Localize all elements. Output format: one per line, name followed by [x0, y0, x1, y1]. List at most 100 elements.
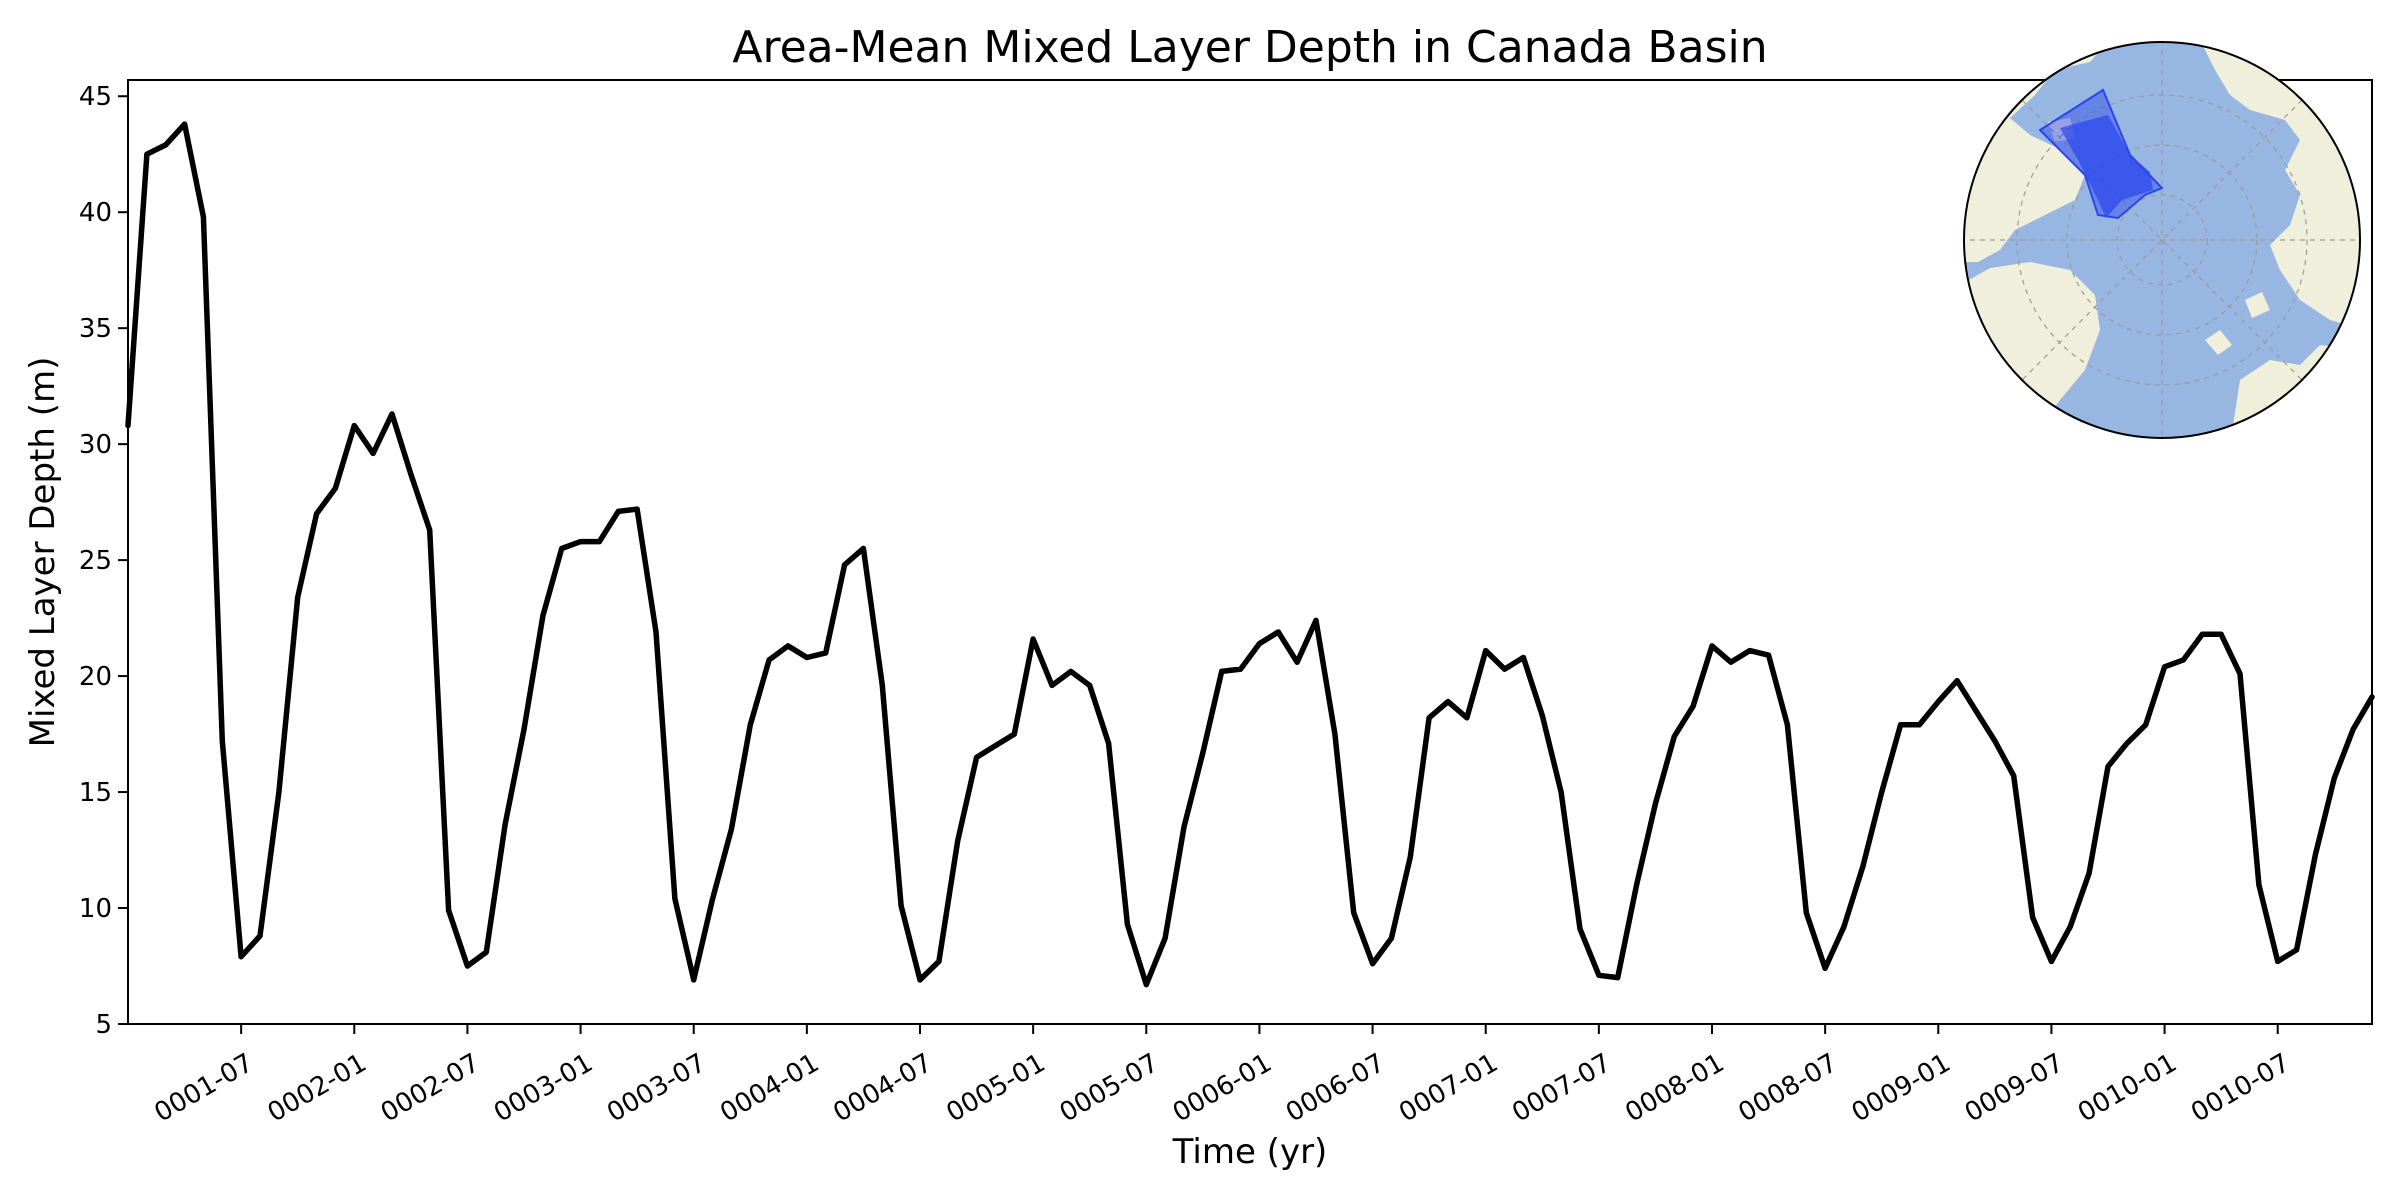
- data-point: [219, 738, 225, 744]
- data-point: [2256, 882, 2262, 888]
- data-point: [1238, 666, 1244, 672]
- series-line: [125, 121, 2375, 988]
- x-axis-label: Time (yr): [1172, 1132, 1328, 1172]
- data-point: [955, 838, 961, 844]
- data-point: [710, 896, 716, 902]
- data-point: [125, 423, 131, 429]
- data-point: [1143, 982, 1149, 988]
- data-point: [1709, 643, 1715, 649]
- data-point: [1596, 972, 1602, 978]
- data-point: [464, 963, 470, 969]
- y-tick-label: 5: [95, 1010, 112, 1040]
- data-point: [1879, 789, 1885, 795]
- data-point: [1388, 935, 1394, 941]
- data-point: [2237, 671, 2243, 677]
- data-point: [1219, 668, 1225, 675]
- data-point: [596, 539, 603, 545]
- data-point: [2350, 726, 2356, 733]
- data-point: [182, 121, 188, 127]
- data-point: [1445, 699, 1451, 705]
- data-point: [2124, 740, 2130, 747]
- data-point: [2048, 958, 2054, 965]
- x-tick-label: 0004-07: [828, 1048, 937, 1128]
- data-point: [351, 423, 357, 429]
- x-tick-label: 0008-01: [1620, 1048, 1729, 1128]
- data-point: [879, 682, 885, 689]
- y-tick-label: 45: [79, 82, 112, 112]
- x-tick-label: 0009-07: [1960, 1048, 2069, 1128]
- data-point: [992, 743, 999, 749]
- data-point: [2199, 631, 2205, 637]
- data-point: [427, 527, 433, 533]
- data-point: [672, 896, 678, 902]
- data-point: [936, 958, 942, 965]
- data-point: [257, 933, 263, 939]
- data-point: [521, 726, 527, 733]
- x-tick-label: 0005-07: [1055, 1048, 1164, 1128]
- data-point: [1973, 708, 1979, 714]
- data-point: [1030, 636, 1036, 642]
- data-point: [1068, 668, 1074, 675]
- data-point: [1370, 961, 1376, 967]
- data-point: [1615, 975, 1621, 981]
- data-point: [1992, 738, 1998, 744]
- data-point: [578, 539, 584, 545]
- data-point: [1935, 699, 1941, 705]
- data-point: [860, 545, 867, 552]
- data-point: [974, 754, 980, 760]
- x-tick-label: 0005-01: [942, 1048, 1051, 1128]
- y-tick-label: 35: [79, 314, 112, 344]
- data-point: [2105, 763, 2111, 770]
- map-gridlines: [1964, 42, 2360, 438]
- data-point: [163, 142, 169, 148]
- data-point: [785, 643, 791, 649]
- data-point: [1087, 682, 1093, 689]
- x-tick-label: 0006-01: [1168, 1048, 1277, 1128]
- data-point: [804, 654, 810, 661]
- data-point: [1671, 733, 1677, 740]
- data-point: [823, 650, 829, 656]
- data-point: [1747, 648, 1753, 654]
- y-tick-label: 15: [79, 778, 112, 808]
- data-point: [483, 949, 489, 955]
- data-point: [408, 471, 414, 477]
- data-point: [1916, 722, 1922, 728]
- data-point: [1313, 617, 1319, 624]
- data-point: [615, 508, 621, 514]
- data-point: [2312, 852, 2318, 858]
- data-point: [1294, 659, 1300, 665]
- data-point: [653, 629, 659, 635]
- data-point: [276, 789, 282, 795]
- map-border: [1963, 41, 2361, 439]
- data-point: [1690, 703, 1696, 709]
- data-point: [1766, 652, 1772, 658]
- data-point: [917, 977, 923, 983]
- data-point: [144, 151, 150, 157]
- data-point: [1464, 715, 1470, 721]
- x-tick-label: 0009-01: [1847, 1048, 1956, 1128]
- data-point: [2275, 958, 2281, 965]
- data-point: [1822, 965, 1828, 971]
- data-point: [2143, 722, 2149, 728]
- data-point: [2331, 775, 2337, 781]
- data-point: [842, 562, 848, 568]
- canada-basin-region-inner: [2060, 115, 2153, 218]
- x-tick-label: 0007-07: [1507, 1048, 1616, 1128]
- data-point: [1520, 654, 1526, 661]
- x-tick-label: 0010-07: [2186, 1048, 2295, 1128]
- data-point: [1841, 924, 1847, 930]
- land-svalbard: [2205, 292, 2270, 355]
- data-point: [1483, 648, 1489, 654]
- data-point: [502, 821, 508, 828]
- data-point: [1256, 641, 1262, 647]
- data-point: [200, 214, 206, 220]
- data-point: [1200, 750, 1206, 756]
- data-point: [2086, 870, 2092, 876]
- x-tick-label: 0004-01: [715, 1048, 824, 1128]
- data-point: [1784, 722, 1790, 728]
- data-point: [1502, 666, 1508, 672]
- data-point: [1577, 926, 1583, 932]
- data-point: [2011, 773, 2017, 779]
- data-point: [1860, 863, 1866, 869]
- x-tick-label: 0002-01: [263, 1048, 372, 1128]
